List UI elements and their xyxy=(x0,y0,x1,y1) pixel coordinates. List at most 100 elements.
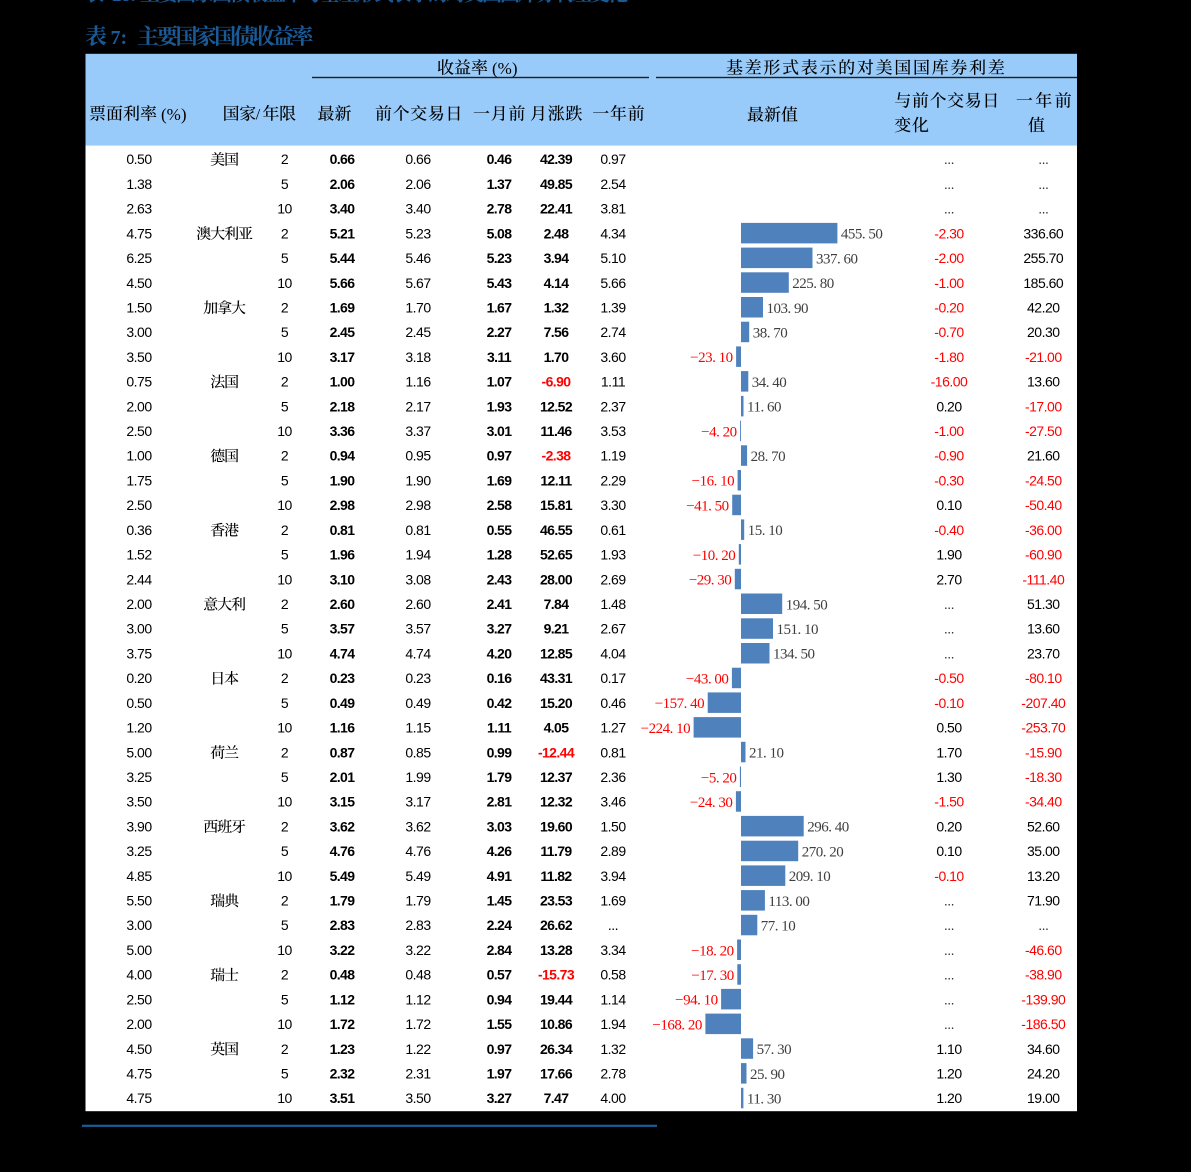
svg-text:-16.00: -16.00 xyxy=(931,374,968,390)
svg-text:2.60: 2.60 xyxy=(330,596,356,612)
svg-text:-0.90: -0.90 xyxy=(934,448,964,464)
svg-text:5: 5 xyxy=(281,547,289,563)
svg-text:1.30: 1.30 xyxy=(936,769,962,785)
svg-text:337. 60: 337. 60 xyxy=(816,251,858,267)
svg-text:−157. 40: −157. 40 xyxy=(655,696,704,712)
svg-text:3.15: 3.15 xyxy=(330,794,356,810)
svg-text:3.50: 3.50 xyxy=(126,794,152,810)
svg-text:0.46: 0.46 xyxy=(600,695,626,711)
svg-text:...: ... xyxy=(944,645,954,661)
svg-text:−29. 30: −29. 30 xyxy=(689,573,731,589)
svg-text:2.54: 2.54 xyxy=(600,176,626,192)
svg-text:2.18: 2.18 xyxy=(330,398,356,414)
svg-text:−10. 20: −10. 20 xyxy=(693,548,735,564)
svg-text:5.50: 5.50 xyxy=(126,893,152,909)
svg-text:49.85: 49.85 xyxy=(540,176,573,192)
svg-text:...: ... xyxy=(1038,201,1048,217)
svg-text:28:: 28: xyxy=(112,0,136,6)
svg-text:3.57: 3.57 xyxy=(330,621,356,637)
svg-text:...: ... xyxy=(608,917,618,933)
svg-text:...: ... xyxy=(944,596,954,612)
svg-text:1.72: 1.72 xyxy=(330,1016,356,1032)
svg-text:3.51: 3.51 xyxy=(330,1090,356,1106)
svg-text:2.67: 2.67 xyxy=(600,621,626,637)
svg-text:0.97: 0.97 xyxy=(600,151,626,167)
svg-text:12.11: 12.11 xyxy=(540,472,572,488)
svg-text:4.14: 4.14 xyxy=(544,275,570,291)
svg-text:...: ... xyxy=(944,942,954,958)
svg-text:0.87: 0.87 xyxy=(330,744,356,760)
svg-text:0.49: 0.49 xyxy=(405,695,431,711)
svg-text:1.10: 1.10 xyxy=(936,1041,962,1057)
svg-text:2.41: 2.41 xyxy=(487,596,513,612)
svg-text:3.62: 3.62 xyxy=(405,818,431,834)
svg-text:19.60: 19.60 xyxy=(540,818,573,834)
svg-text:-253.70: -253.70 xyxy=(1021,720,1066,736)
svg-text:3.22: 3.22 xyxy=(405,942,431,958)
svg-text:−16. 10: −16. 10 xyxy=(692,474,734,490)
svg-text:71.90: 71.90 xyxy=(1027,893,1060,909)
svg-text:3.34: 3.34 xyxy=(600,942,626,958)
svg-text:2.98: 2.98 xyxy=(330,497,356,513)
svg-text:0.94: 0.94 xyxy=(330,448,356,464)
svg-text:15.81: 15.81 xyxy=(540,497,573,513)
svg-text:5.44: 5.44 xyxy=(330,250,356,266)
svg-text:-50.40: -50.40 xyxy=(1025,497,1062,513)
svg-text:3.40: 3.40 xyxy=(330,201,356,217)
svg-text:42.39: 42.39 xyxy=(540,151,573,167)
svg-text:3.18: 3.18 xyxy=(405,349,431,365)
svg-text:1.99: 1.99 xyxy=(405,769,431,785)
svg-text:2: 2 xyxy=(281,448,289,464)
svg-text:0.95: 0.95 xyxy=(405,448,431,464)
svg-text:1.52: 1.52 xyxy=(126,547,152,563)
svg-text:2: 2 xyxy=(281,670,289,686)
svg-text:23.70: 23.70 xyxy=(1027,645,1060,661)
svg-text:-0.10: -0.10 xyxy=(934,695,964,711)
svg-text:1.23: 1.23 xyxy=(330,1041,356,1057)
svg-text:2: 2 xyxy=(281,225,289,241)
svg-text:3.00: 3.00 xyxy=(126,324,152,340)
svg-text:5: 5 xyxy=(281,1066,289,1082)
svg-text:-0.70: -0.70 xyxy=(934,324,964,340)
svg-text:...: ... xyxy=(1038,917,1048,933)
svg-text:2: 2 xyxy=(281,967,289,983)
svg-text:4.34: 4.34 xyxy=(600,225,626,241)
svg-text:2.58: 2.58 xyxy=(487,497,513,513)
svg-text:2.45: 2.45 xyxy=(330,324,356,340)
svg-text:225. 80: 225. 80 xyxy=(792,276,834,292)
svg-text:-17.00: -17.00 xyxy=(1025,398,1062,414)
svg-text:52.65: 52.65 xyxy=(540,547,573,563)
svg-text:24.20: 24.20 xyxy=(1027,1066,1060,1082)
svg-text:-0.10: -0.10 xyxy=(934,868,964,884)
svg-text:5.10: 5.10 xyxy=(600,250,626,266)
svg-text:-2.30: -2.30 xyxy=(934,225,964,241)
svg-text:−224. 10: −224. 10 xyxy=(641,721,690,737)
svg-text:3.27: 3.27 xyxy=(487,621,513,637)
svg-text:2: 2 xyxy=(281,1041,289,1057)
svg-text:...: ... xyxy=(944,151,954,167)
svg-text:1.69: 1.69 xyxy=(600,893,626,909)
svg-text:12.52: 12.52 xyxy=(540,398,573,414)
svg-text:...: ... xyxy=(944,967,954,983)
svg-text:−4. 20: −4. 20 xyxy=(701,424,736,440)
svg-text:209. 10: 209. 10 xyxy=(789,869,831,885)
svg-text:11.46: 11.46 xyxy=(540,423,572,439)
svg-text:-27.50: -27.50 xyxy=(1025,423,1062,439)
svg-text:2: 2 xyxy=(281,596,289,612)
svg-text:-12.44: -12.44 xyxy=(538,744,575,760)
svg-text:10: 10 xyxy=(277,720,292,736)
svg-text:13.28: 13.28 xyxy=(540,942,573,958)
svg-text:−23. 10: −23. 10 xyxy=(690,350,732,366)
svg-text:1.50: 1.50 xyxy=(126,300,152,316)
svg-text:1.90: 1.90 xyxy=(330,472,356,488)
svg-text:4.00: 4.00 xyxy=(600,1090,626,1106)
svg-text:3.08: 3.08 xyxy=(405,571,431,587)
svg-text:151. 10: 151. 10 xyxy=(777,622,819,638)
svg-text:1.94: 1.94 xyxy=(600,1016,626,1032)
svg-text:1.79: 1.79 xyxy=(405,893,431,909)
svg-text:3.22: 3.22 xyxy=(330,942,356,958)
svg-text:2.45: 2.45 xyxy=(405,324,431,340)
svg-text:1.69: 1.69 xyxy=(487,472,513,488)
svg-text:-18.30: -18.30 xyxy=(1025,769,1062,785)
svg-text:1.37: 1.37 xyxy=(487,176,513,192)
